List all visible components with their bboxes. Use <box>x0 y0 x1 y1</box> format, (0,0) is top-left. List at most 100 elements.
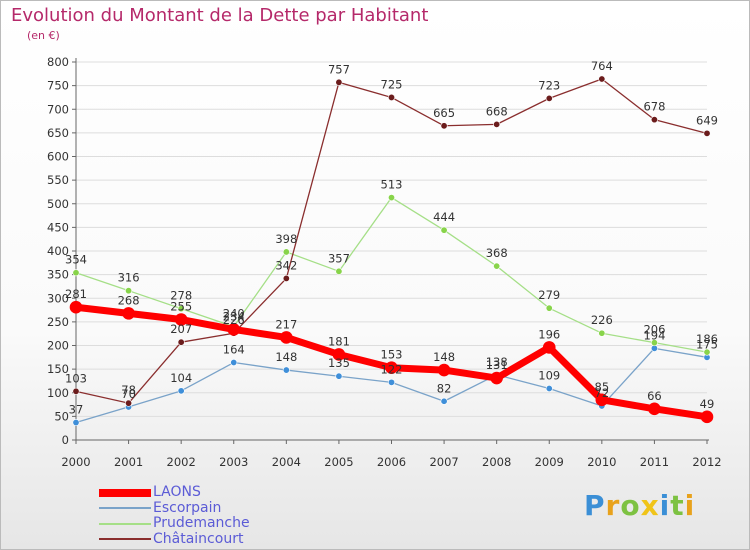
data-label: 226 <box>591 313 613 327</box>
data-label: 175 <box>696 337 718 351</box>
data-point <box>227 323 241 336</box>
data-point <box>174 313 188 326</box>
data-label: 255 <box>170 300 192 314</box>
data-label: 725 <box>381 77 403 91</box>
data-point <box>387 194 395 202</box>
y-axis-unit: (en €) <box>27 29 60 42</box>
x-tick-label: 2010 <box>587 455 616 469</box>
data-point <box>493 262 501 270</box>
x-tick-label: 2008 <box>482 455 511 469</box>
data-point <box>385 361 398 375</box>
data-label: 668 <box>486 104 508 118</box>
data-label: 240 <box>223 307 245 321</box>
x-tick-label: 2011 <box>640 455 669 469</box>
y-tick-label: 400 <box>47 244 69 258</box>
data-label: 206 <box>643 323 665 337</box>
chart-legend: LAONS Escorpain Prudemanche Châtaincourt <box>99 485 250 547</box>
data-point <box>72 269 80 277</box>
data-label: 234 <box>223 309 245 323</box>
y-tick-label: 50 <box>54 409 69 423</box>
data-point <box>282 248 290 256</box>
data-point <box>648 402 661 416</box>
data-point <box>493 120 501 128</box>
data-label: 82 <box>437 381 452 395</box>
legend-item: LAONS <box>99 485 250 501</box>
data-label: 316 <box>118 271 140 285</box>
data-label: 444 <box>433 210 455 224</box>
data-point <box>69 300 83 314</box>
data-label: 153 <box>381 348 403 362</box>
data-point <box>177 305 185 313</box>
legend-item: Escorpain <box>99 499 250 517</box>
y-tick-label: 150 <box>47 362 69 376</box>
data-point <box>335 78 343 86</box>
data-point <box>282 366 290 374</box>
data-point <box>335 372 343 380</box>
y-tick-label: 100 <box>47 386 69 400</box>
data-label: 148 <box>275 350 297 364</box>
legend-label: Escorpain <box>153 499 222 516</box>
data-point <box>437 363 451 377</box>
x-tick-label: 2012 <box>692 455 721 469</box>
data-label: 78 <box>121 383 136 397</box>
data-label: 278 <box>170 289 192 303</box>
data-label: 217 <box>275 317 297 331</box>
x-tick-label: 2002 <box>167 455 196 469</box>
data-point <box>598 75 606 83</box>
y-tick-label: 550 <box>47 173 69 187</box>
data-point <box>545 94 553 102</box>
chart-title: Evolution du Montant de la Dette par Hab… <box>11 5 429 26</box>
data-label: 66 <box>647 389 662 403</box>
x-tick-label: 2001 <box>114 455 143 469</box>
data-label: 723 <box>538 78 560 92</box>
x-tick-label: 2003 <box>219 455 248 469</box>
y-tick-label: 500 <box>47 197 69 211</box>
data-label: 354 <box>65 253 87 267</box>
data-label: 357 <box>328 251 350 265</box>
data-label: 678 <box>643 100 665 114</box>
y-tick-label: 450 <box>47 220 69 234</box>
data-point <box>332 348 346 361</box>
y-tick-label: 750 <box>47 79 69 93</box>
data-label: 70 <box>121 387 136 401</box>
y-tick-label: 650 <box>47 126 69 140</box>
data-label: 757 <box>328 62 350 76</box>
x-tick-label: 2000 <box>61 455 90 469</box>
x-tick-label: 2006 <box>377 455 406 469</box>
y-tick-label: 600 <box>47 150 69 164</box>
data-label: 103 <box>65 371 87 385</box>
data-label: 342 <box>275 258 297 272</box>
legend-label: Prudemanche <box>153 515 250 532</box>
data-label: 109 <box>538 368 560 382</box>
data-point <box>335 267 343 275</box>
data-label: 194 <box>643 328 665 342</box>
data-label: 649 <box>696 113 718 127</box>
data-label: 148 <box>433 350 455 364</box>
data-label: 85 <box>595 380 610 394</box>
data-point <box>598 329 606 337</box>
data-point <box>282 274 290 282</box>
data-label: 37 <box>69 403 84 417</box>
data-point <box>545 304 553 312</box>
legend-swatch <box>99 538 151 541</box>
proxiti-logo: Proxiti <box>584 489 696 522</box>
data-label: 181 <box>328 334 350 348</box>
data-point <box>545 384 553 392</box>
data-label: 226 <box>223 313 245 327</box>
data-label: 207 <box>170 322 192 336</box>
data-point <box>703 348 711 356</box>
data-point <box>72 387 80 395</box>
legend-item: Châtaincourt <box>99 530 250 548</box>
data-label: 279 <box>538 288 560 302</box>
data-point <box>703 129 711 137</box>
data-point <box>122 307 135 320</box>
legend-swatch <box>99 488 151 497</box>
x-tick-label: 2007 <box>429 455 458 469</box>
legend-label: Châtaincourt <box>153 530 244 547</box>
x-tick-label: 2004 <box>272 455 301 469</box>
data-label: 268 <box>118 293 140 307</box>
y-tick-label: 700 <box>47 102 69 116</box>
data-label: 138 <box>486 355 508 369</box>
